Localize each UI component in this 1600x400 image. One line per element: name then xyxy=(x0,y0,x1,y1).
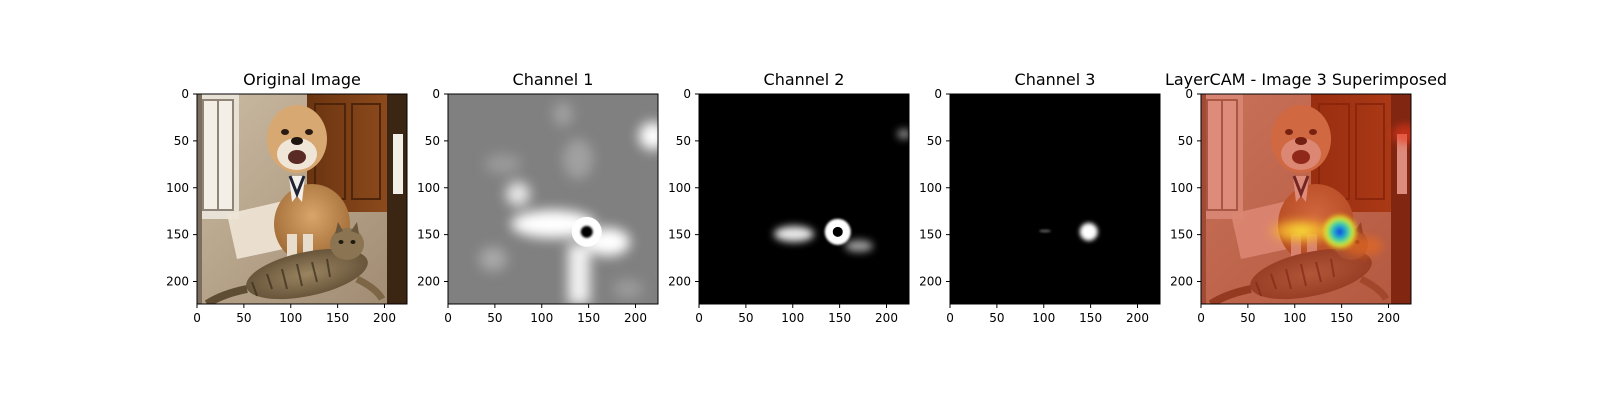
y-tick-label: 0 xyxy=(1185,87,1193,101)
x-tick-label: 0 xyxy=(444,311,452,325)
y-tick-label: 0 xyxy=(181,87,189,101)
axes-frame xyxy=(447,93,659,305)
axes-frame xyxy=(1200,93,1412,305)
panel-image xyxy=(950,94,1160,304)
y-tick-label: 200 xyxy=(668,275,691,289)
x-tick-label: 200 xyxy=(875,311,898,325)
x-tick-label: 50 xyxy=(487,311,502,325)
x-tick-label: 150 xyxy=(828,311,851,325)
x-tick-label: 150 xyxy=(1079,311,1102,325)
y-tick-label: 0 xyxy=(683,87,691,101)
y-tick-label: 150 xyxy=(1170,228,1193,242)
panel-3: Channel 2 0 50 100 150 200 0 50 100 150 200 xyxy=(668,70,910,325)
panel-4: Channel 3 0 50 100 150 200 0 50 100 150 200 xyxy=(919,70,1161,325)
x-tick-label: 100 xyxy=(279,311,302,325)
heatmap-edge-blob xyxy=(1392,124,1411,144)
x-tick-label: 200 xyxy=(624,311,647,325)
x-tick-label: 200 xyxy=(373,311,396,325)
x-tick-label: 50 xyxy=(989,311,1004,325)
y-tick-label: 200 xyxy=(166,275,189,289)
heatmap-hotspot xyxy=(1321,213,1358,250)
panel-image xyxy=(1201,94,1411,304)
channel-3-background xyxy=(950,94,1160,304)
x-tick-label: 0 xyxy=(193,311,201,325)
panel-title: Channel 3 xyxy=(1015,70,1096,89)
y-tick-label: 100 xyxy=(668,181,691,195)
y-tick-label: 100 xyxy=(1170,181,1193,195)
panel-image xyxy=(197,94,407,308)
x-tick-label: 0 xyxy=(946,311,954,325)
axes-frame xyxy=(196,93,408,305)
y-tick-label: 50 xyxy=(1178,134,1193,148)
x-tick-label: 100 xyxy=(530,311,553,325)
y-tick-label: 100 xyxy=(166,181,189,195)
panel-image xyxy=(699,94,909,304)
panel-title: Original Image xyxy=(243,70,361,89)
x-tick-label: 150 xyxy=(577,311,600,325)
x-tick-label: 50 xyxy=(738,311,753,325)
axes-frame xyxy=(698,93,910,305)
panel-title: Channel 2 xyxy=(764,70,845,89)
x-tick-label: 200 xyxy=(1377,311,1400,325)
x-tick-label: 50 xyxy=(236,311,251,325)
heatmap-yellow-blob xyxy=(1266,217,1336,245)
axes-frame xyxy=(949,93,1161,305)
panel-image xyxy=(448,94,658,304)
panel-title: LayerCAM - Image 3 Superimposed xyxy=(1165,70,1447,89)
y-tick-label: 150 xyxy=(668,228,691,242)
channel-3-streak xyxy=(1039,229,1051,233)
x-tick-label: 150 xyxy=(1330,311,1353,325)
panel-title: Channel 1 xyxy=(513,70,594,89)
y-tick-label: 200 xyxy=(919,275,942,289)
channel-2-blobs xyxy=(774,129,909,252)
x-tick-label: 0 xyxy=(695,311,703,325)
panel-2: Channel 1 0 50 100 150 200 0 50 100 150 200 xyxy=(417,70,659,325)
y-tick-label: 150 xyxy=(166,228,189,242)
y-tick-label: 0 xyxy=(432,87,440,101)
x-tick-label: 50 xyxy=(1240,311,1255,325)
original-photo xyxy=(197,94,407,308)
y-tick-label: 50 xyxy=(174,134,189,148)
y-tick-label: 100 xyxy=(417,181,440,195)
heatmap-base xyxy=(1201,94,1411,304)
y-tick-label: 0 xyxy=(934,87,942,101)
y-tick-label: 150 xyxy=(417,228,440,242)
channel-3-hotspot xyxy=(1079,222,1098,241)
y-tick-label: 200 xyxy=(1170,275,1193,289)
y-tick-label: 100 xyxy=(919,181,942,195)
channel-1-hotspot xyxy=(580,225,593,238)
y-tick-label: 50 xyxy=(676,134,691,148)
y-tick-label: 150 xyxy=(919,228,942,242)
channel-1-background xyxy=(448,94,658,304)
channel-2-hotspot xyxy=(832,226,843,237)
x-tick-label: 150 xyxy=(326,311,349,325)
x-tick-label: 200 xyxy=(1126,311,1149,325)
y-tick-label: 50 xyxy=(927,134,942,148)
x-tick-label: 100 xyxy=(1283,311,1306,325)
x-tick-label: 100 xyxy=(1032,311,1055,325)
x-tick-label: 100 xyxy=(781,311,804,325)
x-tick-label: 0 xyxy=(1197,311,1205,325)
y-tick-label: 200 xyxy=(417,275,440,289)
panel-1: Original Image 0 50 100 150 200 0 50 100 150 200 xyxy=(166,70,408,325)
channel-2-background xyxy=(699,94,909,304)
y-tick-label: 50 xyxy=(425,134,440,148)
